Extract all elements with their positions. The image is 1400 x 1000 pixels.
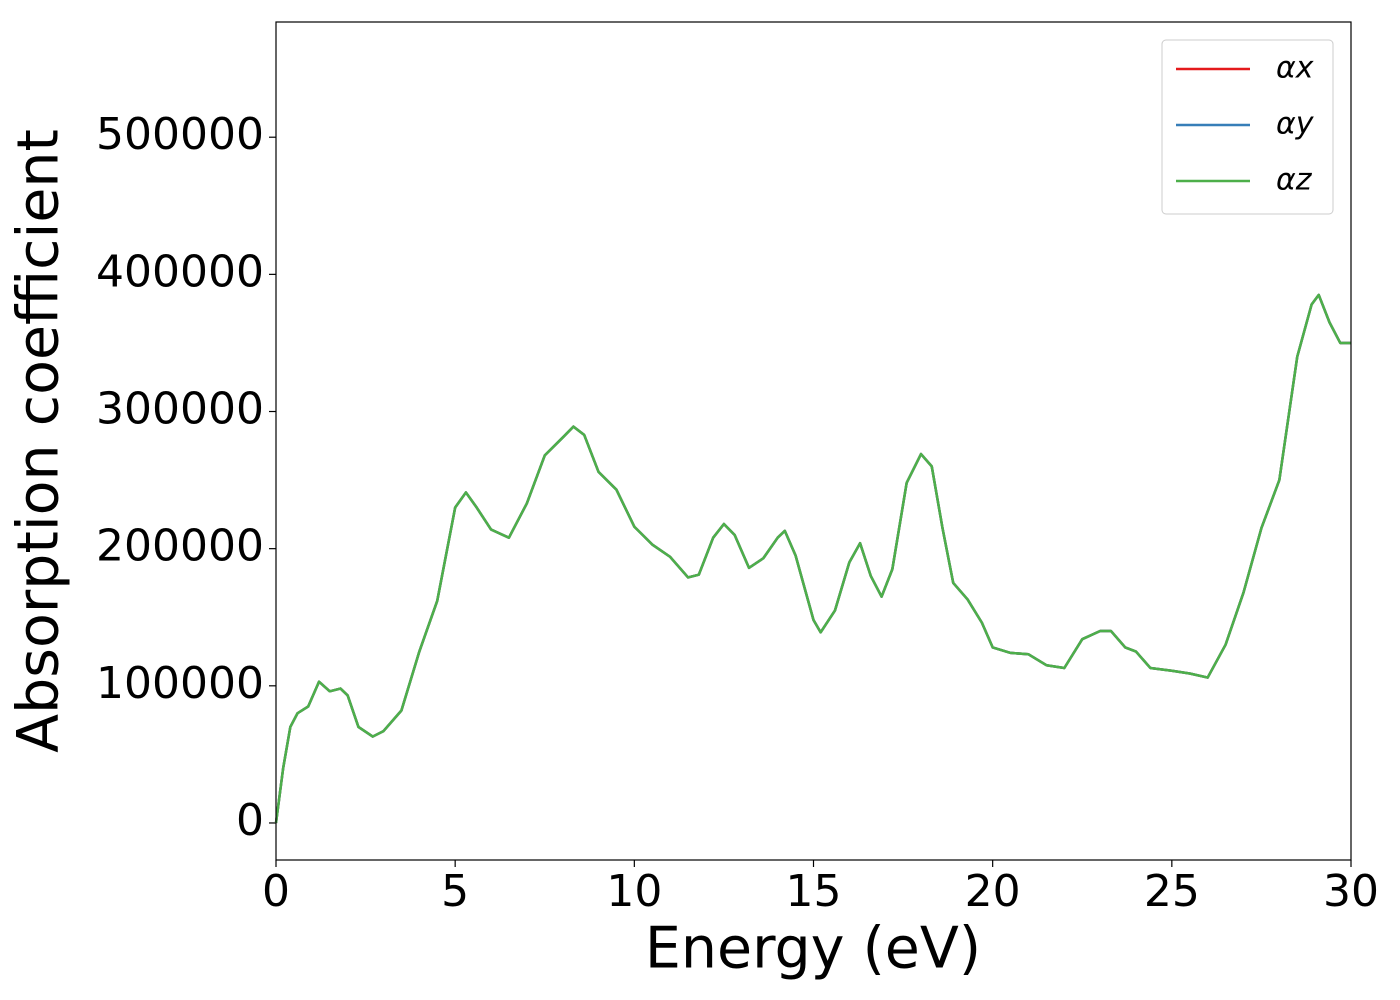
line: [274, 293, 1351, 824]
plot-frame: [275, 21, 1352, 861]
y-tick-label: 100000: [96, 658, 264, 709]
x-tick-label: 15: [786, 866, 842, 917]
y-tick-label: 500000: [96, 109, 264, 160]
legend-label: αz: [1276, 163, 1313, 198]
y-tick-label: 300000: [96, 384, 264, 435]
x-tick-label: 30: [1323, 866, 1379, 917]
line: [274, 293, 1351, 824]
x-tick-label: 25: [1144, 866, 1200, 917]
line: [274, 293, 1351, 824]
y-axis-label: Absorption coefficient: [6, 129, 72, 753]
x-axis-label: Energy (eV): [645, 916, 981, 982]
legend-label: αy: [1276, 107, 1315, 142]
y-tick-label: 400000: [96, 246, 264, 297]
x-tick-label: 20: [965, 866, 1021, 917]
y-tick-label: 0: [236, 795, 264, 846]
legend-box: [1161, 39, 1334, 215]
y-tick-label: 200000: [96, 521, 264, 572]
x-tick-label: 5: [441, 866, 469, 917]
legend-label: αx: [1276, 51, 1314, 86]
x-tick-label: 0: [262, 866, 290, 917]
x-tick-label: 10: [606, 866, 662, 917]
